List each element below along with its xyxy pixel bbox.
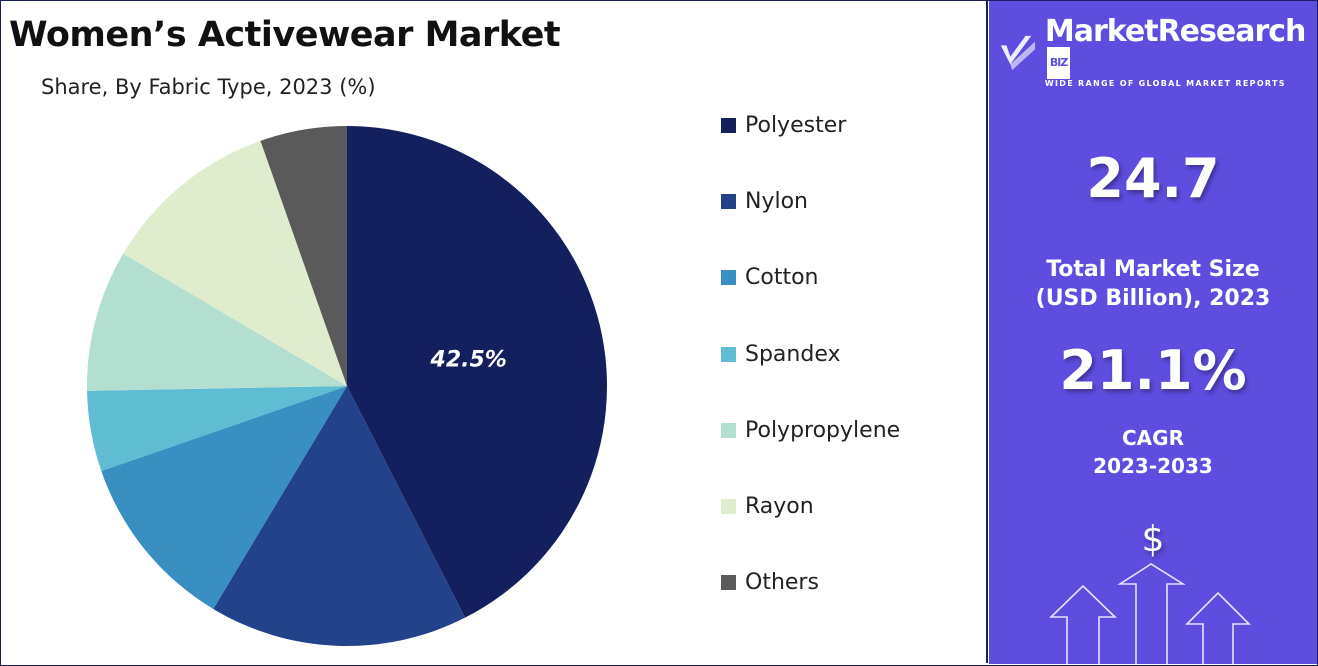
market-size-label-1: Total Market Size (1046, 257, 1260, 282)
cagr-label-2: 2023-2033 (1093, 454, 1213, 478)
legend-item: Spandex (721, 316, 900, 392)
legend-swatch (721, 422, 736, 438)
legend: Polyester Nylon Cotton Spandex Polypropylene… (721, 87, 900, 621)
cagr-label-1: CAGR (1122, 426, 1184, 450)
legend-item: Nylon (721, 163, 900, 239)
legend-label: Polypropylene (745, 417, 901, 443)
logo: MarketResearchBIZ WIDE RANGE OF GLOBAL M… (997, 17, 1317, 88)
legend-label: Spandex (745, 341, 841, 367)
brand-name: MarketResearch (1044, 14, 1307, 49)
legend-label: Others (745, 570, 819, 596)
market-size-label-2: (USD Billion), 2023 (1035, 286, 1271, 311)
pie-chart: 42.5% (87, 126, 608, 646)
legend-swatch (721, 499, 736, 515)
legend-item: Polyester (721, 87, 900, 163)
chart-subtitle: Share, By Fabric Type, 2023 (%) (41, 75, 376, 99)
tagline: WIDE RANGE OF GLOBAL MARKET REPORTS (1044, 79, 1286, 88)
legend-label: Nylon (745, 188, 808, 214)
pie-slice-rayon (123, 140, 348, 386)
dollar-icon: $ (1141, 519, 1165, 560)
checkmark-logo-icon (1000, 35, 1036, 70)
legend-label: Cotton (745, 265, 819, 291)
data-label: 42.5% (430, 348, 507, 373)
legend-swatch (721, 575, 736, 591)
legend-swatch (721, 270, 736, 286)
legend-item: Polypropylene (721, 392, 900, 468)
summary-panel: MarketResearchBIZ WIDE RANGE OF GLOBAL M… (989, 1, 1317, 664)
legend-label: Polyester (745, 112, 847, 138)
growth-arrows-icon (1049, 563, 1251, 664)
legend-swatch (721, 117, 736, 133)
legend-swatch (721, 346, 736, 362)
pie-slice-others (260, 126, 347, 386)
chart-title: Women’s Activewear Market (9, 15, 561, 55)
pie-slice-cotton (101, 386, 347, 609)
brand-suffix: BIZ (1046, 47, 1071, 79)
chart-area: Women’s Activewear Market Share, By Fabr… (1, 1, 988, 663)
market-size-value: 24.7 (1086, 147, 1220, 210)
cagr-value: 21.1% (1059, 339, 1247, 402)
legend-label: Rayon (745, 494, 814, 520)
legend-item: Others (721, 545, 900, 621)
legend-item: Cotton (721, 240, 900, 316)
pie-slice-nylon (213, 386, 466, 646)
legend-swatch (721, 193, 736, 209)
pie-slice-polyester (347, 126, 608, 618)
pie-slice-polypropylene (87, 253, 347, 391)
pie-slice-spandex (87, 386, 347, 471)
legend-item: Rayon (721, 468, 900, 544)
